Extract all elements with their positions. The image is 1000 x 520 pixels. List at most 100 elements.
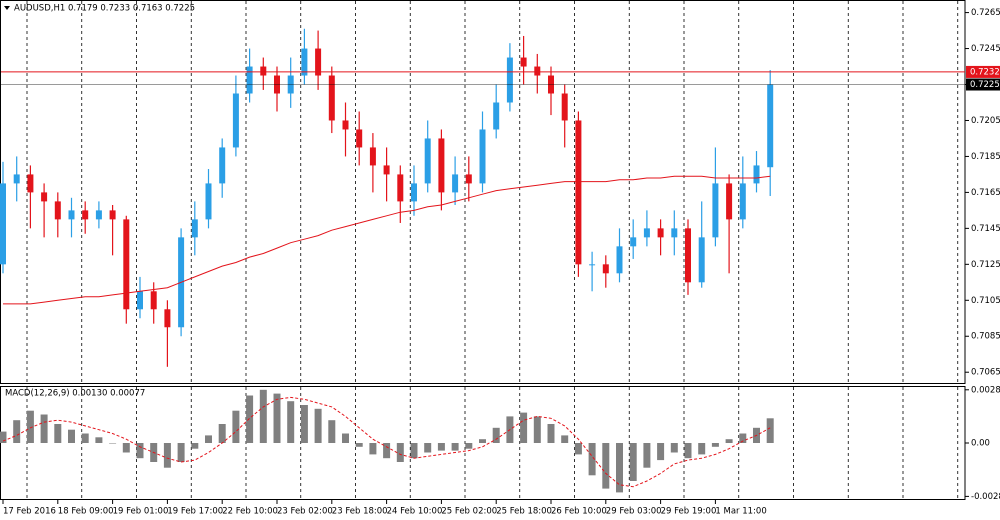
macd-bar [410, 443, 418, 459]
x-tick-label: 25 Feb 18:00 [496, 507, 552, 517]
candle-body [506, 57, 513, 103]
macd-bar [314, 408, 322, 443]
macd-bar [26, 410, 34, 443]
macd-bar [479, 439, 486, 443]
candle-body [685, 228, 691, 283]
macd-bar [383, 443, 391, 459]
candle-body [246, 66, 253, 94]
candle-body [54, 201, 61, 220]
macd-bar [451, 443, 459, 451]
macd-bar [574, 443, 582, 455]
macd-bar [163, 443, 171, 468]
candle-body [657, 228, 664, 238]
price-label-box [966, 78, 1000, 91]
macd-bar [533, 416, 541, 443]
macd-bar [725, 439, 733, 443]
x-tick-label: 17 Feb 2016 [3, 507, 56, 517]
candle-body [27, 174, 34, 193]
x-tick-label: 23 Feb 02:00 [277, 507, 333, 517]
candle-body [438, 138, 445, 193]
candle-body [739, 183, 746, 220]
candle-body [630, 237, 637, 247]
candle-body [219, 147, 226, 184]
macd-bar [13, 420, 21, 443]
macd-bar [246, 395, 254, 443]
macd-bar [424, 443, 432, 453]
macd-bar [205, 435, 212, 443]
candle-body [383, 165, 390, 175]
candle-body [41, 192, 48, 202]
x-tick-label: 29 Feb 03:00 [606, 507, 662, 517]
y-tick-label: 0.0028 [971, 385, 1000, 395]
macd-bar [287, 401, 295, 443]
macd-bar [547, 424, 555, 443]
candle-body [575, 120, 582, 265]
macd-bar [616, 443, 623, 493]
macd-bar [698, 443, 706, 455]
candle-body [82, 210, 89, 220]
macd-bar [629, 443, 637, 481]
y-tick-label: 0.7085 [971, 332, 1000, 342]
candle-body [712, 183, 719, 238]
candle-body [328, 75, 335, 121]
macd-bar [657, 443, 665, 461]
macd-header: MACD(12,26,9) 0.00130 0.00077 [5, 389, 145, 399]
candle-body [452, 174, 459, 193]
candle-body [561, 93, 568, 121]
macd-bar [643, 443, 651, 468]
candle-body [68, 210, 75, 220]
macd-bar [369, 443, 377, 455]
macd-bar [40, 414, 48, 443]
candle-body [301, 48, 308, 76]
x-tick-label: 18 Feb 09:00 [58, 507, 114, 517]
y-tick-label: 0.00 [971, 439, 990, 449]
candle-body [123, 219, 130, 310]
y-tick-label: 0.7145 [971, 224, 1000, 234]
macd-bar [492, 427, 500, 443]
macd-bar [602, 443, 610, 489]
macd-bar [0, 431, 7, 443]
candle-body [397, 174, 404, 202]
y-tick-label: 0.7105 [971, 296, 1000, 306]
macd-bar [684, 443, 692, 459]
macd-signal [2, 396, 771, 488]
macd-bar [177, 443, 185, 462]
x-tick-label: 22 Feb 10:00 [222, 507, 278, 517]
macd-bar [191, 443, 199, 449]
price-label-box [966, 65, 1000, 78]
menu-arrow[interactable] [4, 6, 10, 10]
candle-body [205, 183, 212, 220]
macd-bar [122, 443, 130, 453]
macd-bar [588, 443, 596, 476]
candle-body [493, 102, 500, 130]
candle-body [589, 264, 596, 266]
x-tick-label: 19 Feb 17:00 [167, 507, 223, 517]
price-label: 0.7225 [970, 80, 1000, 90]
macd-bar [437, 443, 445, 451]
y-tick-label: 0.7265 [971, 8, 1000, 18]
macd-bar [54, 424, 62, 443]
macd-bar [68, 429, 75, 443]
candle-body [109, 210, 116, 220]
candle-body [534, 66, 541, 76]
macd-bar [739, 433, 747, 443]
macd-bar [465, 443, 473, 449]
macd-bar [711, 443, 719, 447]
macd-bar [218, 424, 226, 443]
candle-body [520, 57, 527, 67]
candle-body [616, 246, 623, 274]
candle-body [137, 291, 143, 310]
candle-body [95, 210, 102, 220]
x-tick-label: 1 Mar 11:00 [715, 507, 766, 517]
candle-body [191, 219, 198, 238]
time-grid [26, 1, 959, 499]
candle-body [465, 174, 472, 184]
candle-body [342, 120, 349, 130]
y-tick-label: 0.7245 [971, 44, 1000, 54]
y-tick-label: -0.00281 [971, 492, 1000, 502]
macd-bar [670, 443, 678, 453]
x-tick-label: 19 Feb 01:00 [113, 507, 169, 517]
macd-bar [259, 389, 267, 443]
candle-body [671, 228, 678, 238]
